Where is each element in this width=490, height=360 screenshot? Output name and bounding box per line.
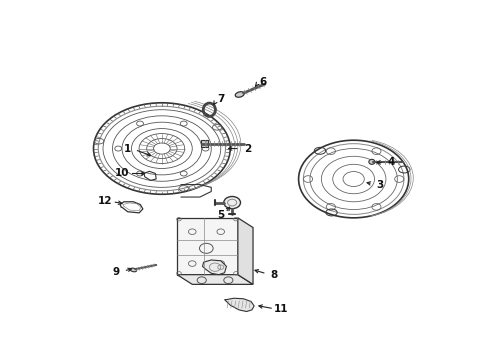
Polygon shape xyxy=(177,218,238,275)
Text: 10: 10 xyxy=(115,168,129,179)
Ellipse shape xyxy=(235,92,244,97)
Circle shape xyxy=(224,197,241,209)
Text: 9: 9 xyxy=(113,267,120,277)
Ellipse shape xyxy=(369,159,375,164)
Text: 11: 11 xyxy=(274,304,289,314)
Polygon shape xyxy=(177,275,253,284)
Polygon shape xyxy=(201,140,208,148)
Ellipse shape xyxy=(130,268,137,272)
Text: 1: 1 xyxy=(124,144,131,153)
Polygon shape xyxy=(202,260,226,275)
Text: 6: 6 xyxy=(259,77,266,87)
Text: 3: 3 xyxy=(377,180,384,190)
Text: 12: 12 xyxy=(98,196,112,206)
Text: 2: 2 xyxy=(244,144,251,153)
Text: 5: 5 xyxy=(217,210,224,220)
Text: 7: 7 xyxy=(217,94,224,104)
Text: 8: 8 xyxy=(270,270,277,280)
Polygon shape xyxy=(224,298,254,311)
Text: 4: 4 xyxy=(388,157,395,167)
Polygon shape xyxy=(238,218,253,284)
